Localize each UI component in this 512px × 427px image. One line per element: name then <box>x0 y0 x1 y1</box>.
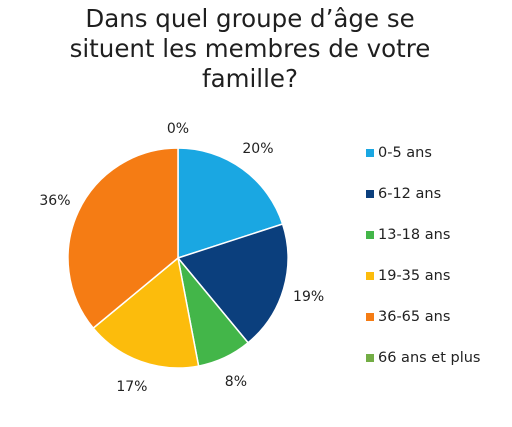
legend-item: 36-65 ans <box>366 307 481 327</box>
legend-item: 13-18 ans <box>366 225 481 245</box>
legend-label: 19-35 ans <box>378 268 451 284</box>
chart-title-line-3: famille? <box>201 64 298 93</box>
data-label-19-35: 17% <box>116 379 147 395</box>
legend-item: 6-12 ans <box>366 184 481 204</box>
chart-title: Dans quel groupe d’âge se situent les me… <box>40 4 460 94</box>
pie-slice-0-5 <box>177 147 284 260</box>
data-label-66-plus: 0% <box>167 121 189 137</box>
data-label-6-12: 19% <box>293 289 324 305</box>
legend-label: 6-12 ans <box>378 186 442 202</box>
legend-item: 0-5 ans <box>366 143 481 163</box>
legend-item: 66 ans et plus <box>366 348 481 368</box>
chart-title-line-2: situent les membres de votre <box>69 34 431 63</box>
pie-slice-19-35 <box>92 256 200 369</box>
data-label-13-18: 8% <box>225 374 247 390</box>
pie-slice-36-65 <box>67 147 179 330</box>
legend-swatch-36-65 <box>366 313 374 321</box>
pie-slice-6-12 <box>176 223 289 344</box>
legend-swatch-19-35 <box>366 272 374 280</box>
legend-swatch-13-18 <box>366 231 374 239</box>
legend-label: 13-18 ans <box>378 227 451 243</box>
legend-item: 19-35 ans <box>366 266 481 286</box>
legend-label: 36-65 ans <box>378 309 451 325</box>
data-label-0-5: 20% <box>242 141 273 157</box>
chart-title-line-1: Dans quel groupe d’âge se <box>85 4 415 33</box>
legend-label: 0-5 ans <box>378 145 432 161</box>
legend-swatch-66-plus <box>366 354 374 362</box>
legend-label: 66 ans et plus <box>378 350 481 366</box>
legend-swatch-6-12 <box>366 190 374 198</box>
chart-legend: 0-5 ans 6-12 ans 13-18 ans 19-35 ans 36-… <box>366 143 481 389</box>
legend-swatch-0-5 <box>366 149 374 157</box>
data-label-36-65: 36% <box>39 193 70 209</box>
